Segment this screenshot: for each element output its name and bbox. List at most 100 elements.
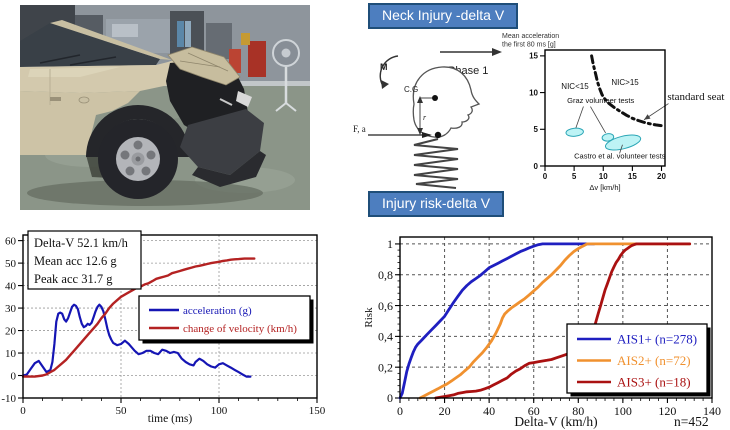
injury-risk-chart: 0 20 40 60 80 100 120 140 0 0,2 0,4 0,6 0,8 1 Delta-V … bbox=[363, 236, 721, 429]
x-tick-label: 10 bbox=[599, 172, 608, 181]
x-tick-label: 140 bbox=[703, 404, 721, 418]
y-tick-label: -10 bbox=[1, 393, 16, 405]
y-tick-label: 50 bbox=[5, 258, 17, 270]
x-tick-label: 120 bbox=[658, 404, 676, 418]
x-tick-label: 15 bbox=[628, 172, 637, 181]
crumpled-hood bbox=[167, 46, 241, 86]
injury-risk-header-label: Injury risk-delta V bbox=[382, 195, 491, 211]
x-axis-label: Delta-V (km/h) bbox=[514, 414, 597, 429]
plot-border bbox=[544, 49, 666, 167]
pedestal-fan bbox=[272, 39, 300, 112]
leader-line bbox=[590, 106, 606, 134]
pivot-dot bbox=[434, 131, 442, 139]
leader-line bbox=[575, 106, 584, 128]
bumper bbox=[180, 109, 264, 175]
crashed-car-photo bbox=[20, 5, 310, 210]
x-axis-label: Δv [km/h] bbox=[589, 183, 620, 192]
plot-border bbox=[399, 236, 713, 399]
y-tick-label: 0 bbox=[534, 162, 539, 171]
legend-label: change of velocity (km/h) bbox=[183, 323, 297, 335]
injury-risk-header: Injury risk-delta V bbox=[368, 191, 505, 217]
y-tick-label: 10 bbox=[529, 88, 538, 97]
phase-arrowhead bbox=[492, 48, 502, 56]
x-tick-label: 60 bbox=[528, 404, 540, 418]
y-tick-label: 60 bbox=[5, 235, 17, 247]
windshield bbox=[20, 23, 160, 67]
x-tick-label: 50 bbox=[116, 405, 128, 417]
plot-annotation: NIC<15 bbox=[561, 82, 589, 91]
x-tick-label: 0 bbox=[543, 172, 548, 181]
front-wheel bbox=[98, 119, 178, 199]
x-tick-label: 150 bbox=[309, 405, 326, 417]
neck-injury-header: Neck Injury -delta V bbox=[368, 3, 519, 29]
series-line bbox=[434, 242, 692, 400]
axis-title: Mean acceleration bbox=[502, 33, 559, 40]
x-tick-label: 0 bbox=[397, 404, 403, 418]
y-tick-label: 0,6 bbox=[378, 299, 393, 313]
front-fender bbox=[20, 91, 140, 155]
x-tick-label: 5 bbox=[572, 172, 577, 181]
plot-annotation: Graz volunteer tests bbox=[567, 96, 634, 105]
y-tick-label: 0 bbox=[11, 370, 17, 382]
y-tick-label: 40 bbox=[5, 280, 17, 292]
y-tick-label: 30 bbox=[5, 303, 17, 315]
x-tick-label: 100 bbox=[614, 404, 632, 418]
neck-diagram: Phase 1 M C.G r F, a bbox=[353, 48, 502, 189]
nic-scatter-chart: 0 5 10 15 20 0 5 10 15 NIC<15 NIC>15 Graz volunteer… bbox=[502, 33, 724, 192]
time-history-chart: 0 50 100 150 -10 0 10 20 30 40 50 60 time (ms) Delta-… bbox=[1, 230, 326, 425]
debris bbox=[236, 91, 252, 107]
damaged-front bbox=[166, 46, 266, 187]
leader-line bbox=[619, 144, 623, 154]
y-axis-label: Risk bbox=[363, 307, 375, 328]
series-line bbox=[590, 54, 666, 128]
annotation-box bbox=[27, 230, 142, 290]
y-tick-label: 20 bbox=[5, 325, 17, 337]
annotation-line: Peak acc 31.7 g bbox=[34, 272, 113, 286]
series-line bbox=[418, 242, 692, 400]
plot-border bbox=[22, 234, 318, 399]
x-tick-label: 20 bbox=[439, 404, 451, 418]
legend-label: acceleration (g) bbox=[183, 305, 252, 317]
x-tick-label: 100 bbox=[211, 405, 228, 417]
plot-annotation: Castro et al. volunteer tests bbox=[574, 152, 666, 161]
legend-box bbox=[138, 295, 311, 341]
x-tick-label: 20 bbox=[657, 172, 666, 181]
force-label: F, a bbox=[353, 124, 366, 134]
test-cluster-ellipse bbox=[604, 134, 642, 151]
plot-annotation: NIC>15 bbox=[611, 78, 639, 87]
test-cluster-ellipse bbox=[565, 127, 584, 137]
y-tick-label: 1 bbox=[387, 237, 393, 251]
a-pillar bbox=[50, 20, 172, 60]
legend-label: AIS1+ (n=278) bbox=[617, 332, 697, 347]
annotation-line: Delta-V 52.1 km/h bbox=[34, 236, 129, 250]
annotation-line: Mean acc 12.6 g bbox=[34, 254, 117, 268]
y-tick-label: 10 bbox=[5, 348, 17, 360]
axis-title: the first 80 ms [g] bbox=[502, 42, 556, 49]
legend-label: AIS2+ (n=72) bbox=[617, 353, 691, 368]
y-tick-label: 0 bbox=[387, 391, 393, 405]
x-tick-label: 40 bbox=[483, 404, 495, 418]
x-tick-label: 0 bbox=[20, 405, 26, 417]
cg-dot bbox=[432, 95, 438, 101]
neck-injury-header-label: Neck Injury -delta V bbox=[382, 7, 505, 23]
plot-area bbox=[545, 50, 665, 166]
radius-label: r bbox=[423, 113, 427, 122]
sample-size-note: n=452 bbox=[674, 414, 709, 429]
hood bbox=[20, 54, 212, 93]
moment-label: M bbox=[380, 62, 388, 72]
series-line bbox=[398, 242, 596, 400]
y-tick-label: 0,8 bbox=[378, 268, 393, 282]
wheel-arch-trim bbox=[86, 105, 190, 157]
arrowhead bbox=[644, 114, 651, 120]
neck-spring bbox=[413, 138, 459, 189]
head-outline bbox=[412, 66, 481, 138]
test-cluster-ellipse bbox=[601, 133, 615, 142]
y-tick-label: 0,2 bbox=[378, 360, 393, 374]
y-tick-label: 15 bbox=[529, 52, 538, 61]
series-line bbox=[21, 303, 252, 378]
y-tick-label: 0,4 bbox=[378, 330, 393, 344]
cg-label: C.G bbox=[404, 85, 418, 94]
plot-annotation: standard seat bbox=[667, 91, 724, 103]
crashed-car bbox=[20, 20, 266, 199]
